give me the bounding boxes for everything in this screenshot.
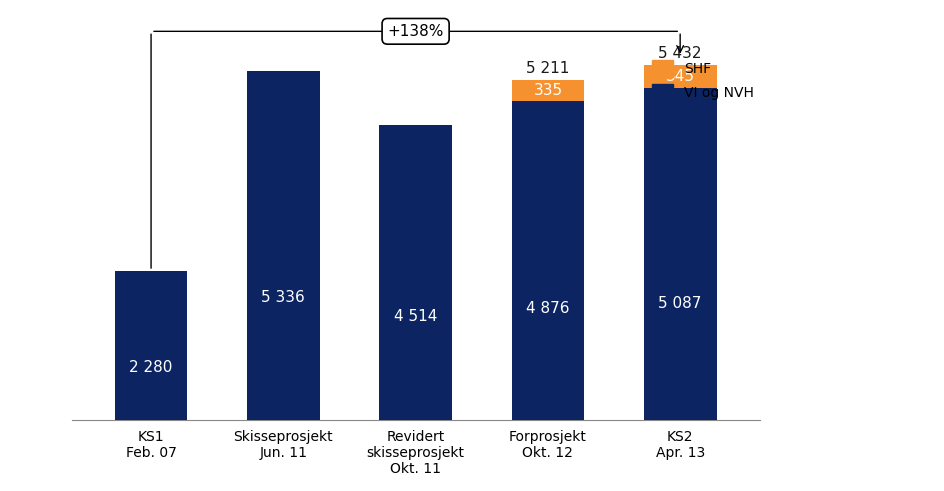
Text: 5 432: 5 432 bbox=[658, 46, 701, 61]
Text: 5 211: 5 211 bbox=[526, 61, 569, 76]
Bar bbox=[511, 80, 583, 102]
Bar bbox=[379, 125, 451, 420]
Legend: SHF, VI og NVH: SHF, VI og NVH bbox=[646, 55, 759, 106]
Text: 345: 345 bbox=[665, 69, 694, 84]
Bar bbox=[643, 65, 716, 88]
Text: 2 280: 2 280 bbox=[129, 360, 173, 375]
Text: 4 876: 4 876 bbox=[526, 301, 569, 316]
Text: 335: 335 bbox=[532, 83, 562, 98]
Text: 5 336: 5 336 bbox=[261, 290, 305, 305]
Text: 4 514: 4 514 bbox=[394, 309, 437, 324]
Bar bbox=[511, 102, 583, 420]
Bar bbox=[114, 271, 187, 420]
Text: 5 087: 5 087 bbox=[658, 296, 701, 311]
Bar bbox=[643, 88, 716, 420]
Bar bbox=[246, 71, 319, 420]
Y-axis label: MILLIONER NOK
(Januar 2015 prisnivå): MILLIONER NOK (Januar 2015 prisnivå) bbox=[0, 148, 14, 287]
Text: +138%: +138% bbox=[387, 24, 444, 39]
